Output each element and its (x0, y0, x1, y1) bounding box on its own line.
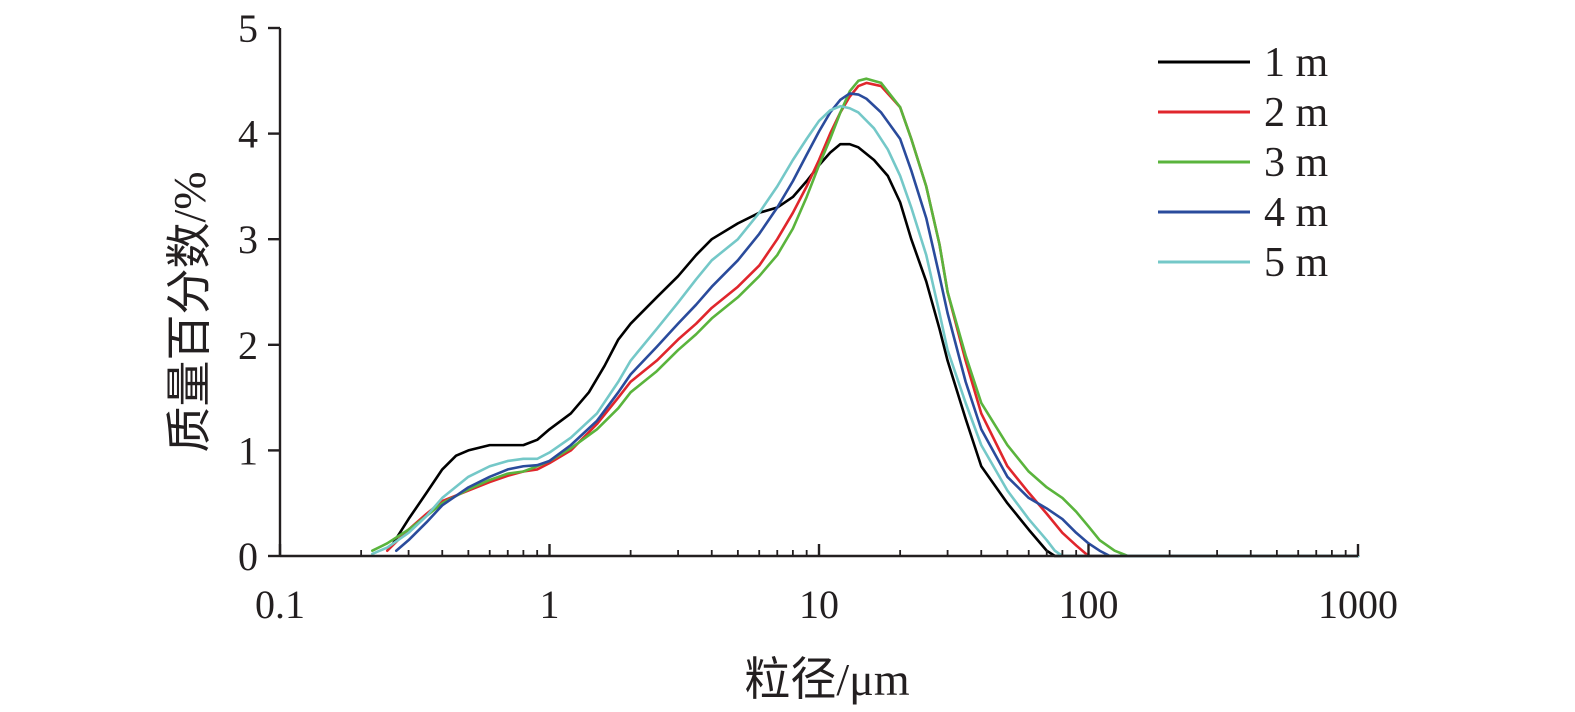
series-line-4 (394, 92, 1360, 558)
legend: 1 m2 m3 m4 m5 m (1158, 40, 1329, 286)
y-tick-label: 3 (238, 217, 258, 262)
legend-label-3: 3 m (1264, 140, 1329, 186)
axes: 0 1 2 3 4 5 0.1 1 10 100 1000 粒径/μm 质量百分数/% (164, 6, 1398, 705)
x-tick-label: 0.1 (255, 582, 305, 627)
legend-label-4: 4 m (1264, 190, 1329, 236)
x-axis-title: 粒径/μm (744, 654, 909, 705)
y-tick-label: 0 (238, 534, 258, 579)
x-tick-label: 10 (799, 582, 839, 627)
y-axis-ticks: 0 1 2 3 4 5 (238, 6, 280, 579)
y-tick-label: 1 (238, 428, 258, 473)
series-line-1 (390, 142, 1360, 558)
y-tick-label: 4 (238, 112, 258, 157)
x-tick-label: 1000 (1318, 582, 1398, 627)
legend-label-1: 1 m (1264, 40, 1329, 86)
series-line-5 (370, 104, 1360, 558)
x-tick-label: 100 (1059, 582, 1119, 627)
series-line-3 (370, 77, 1360, 558)
plot-area (370, 77, 1360, 558)
x-tick-label: 1 (540, 582, 560, 627)
y-tick-label: 2 (238, 323, 258, 368)
legend-label-5: 5 m (1264, 240, 1329, 286)
x-axis-ticks: 0.1 1 10 100 1000 (255, 544, 1398, 627)
y-axis-title: 质量百分数/% (164, 171, 215, 452)
legend-label-2: 2 m (1264, 90, 1329, 136)
y-tick-label: 5 (238, 6, 258, 51)
series-line-2 (385, 81, 1360, 558)
